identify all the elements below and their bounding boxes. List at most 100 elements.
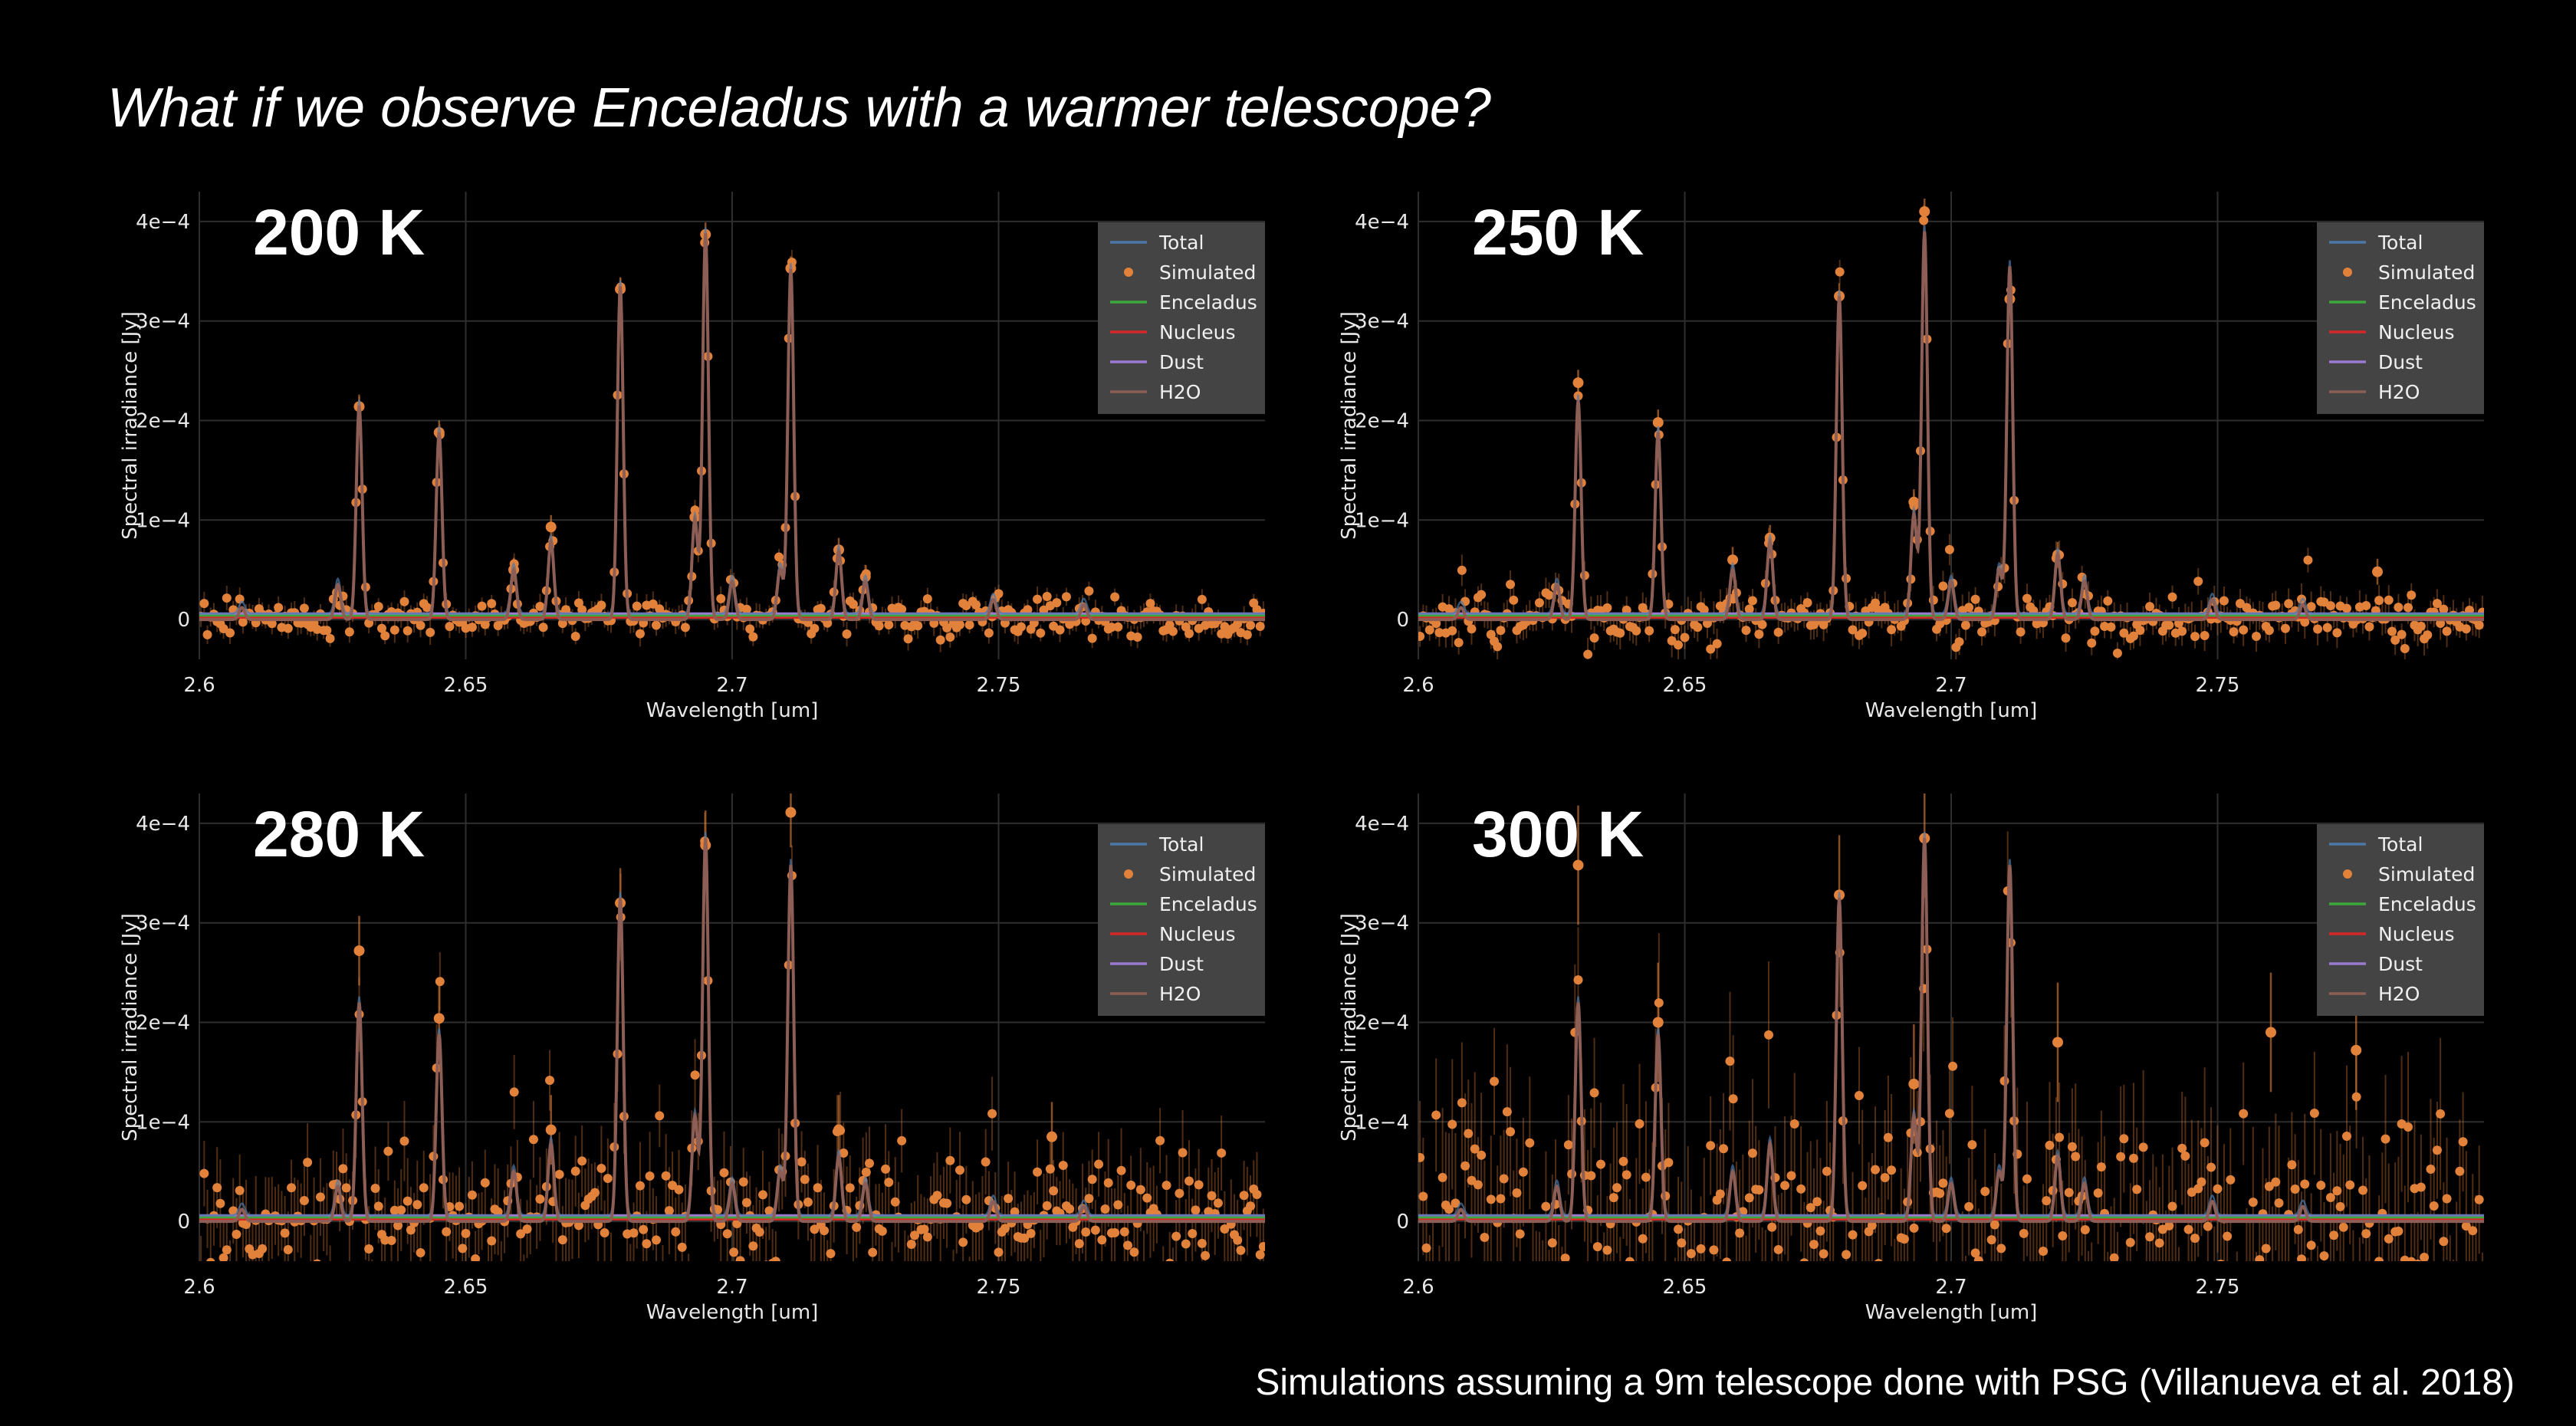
simulated-point (2348, 1290, 2358, 1300)
simulated-point (2303, 1320, 2312, 1329)
simulated-point (2167, 592, 2177, 602)
simulated-point (353, 945, 365, 957)
simulated-point (2293, 1224, 2303, 1234)
simulated-point (961, 601, 971, 611)
simulated-point (535, 601, 545, 611)
simulated-point (1938, 581, 1948, 591)
simulated-point (2374, 1257, 2384, 1261)
simulated-point (283, 1245, 293, 1255)
simulated-point (315, 1192, 325, 1202)
simulated-point (1674, 1224, 1684, 1234)
simulated-point (987, 1109, 997, 1119)
simulated-point (1796, 1184, 1806, 1194)
x-tick-label: 2.75 (977, 1276, 1021, 1299)
simulated-point (2325, 601, 2335, 611)
simulated-point (2404, 603, 2413, 613)
simulated-point (1061, 592, 1071, 602)
simulated-point (2274, 1198, 2284, 1208)
simulated-point (1541, 1201, 1551, 1211)
simulated-point (325, 633, 335, 643)
simulated-point (2096, 1162, 2106, 1172)
simulated-point (1941, 1224, 1951, 1234)
simulated-point (1967, 1140, 1977, 1150)
simulated-point (2239, 1109, 2249, 1119)
simulated-point (913, 621, 923, 631)
temperature-label: 250 K (1472, 196, 1644, 268)
simulated-point (1990, 1220, 1999, 1230)
x-tick-label: 2.65 (444, 1276, 488, 1299)
simulated-point (1612, 1183, 1622, 1193)
simulated-point (942, 623, 952, 632)
simulated-point (845, 1183, 855, 1193)
simulated-point (1944, 1109, 1954, 1119)
simulated-point (1615, 628, 1625, 638)
simulated-point (1074, 1239, 1084, 1249)
y-tick-label: 2e−4 (136, 1012, 190, 1035)
simulated-point (2058, 1230, 2068, 1240)
simulated-point (1084, 586, 1094, 596)
simulated-point (2407, 590, 2417, 600)
legend-label-enceladus: Enceladus (2378, 893, 2476, 915)
simulated-point (1970, 594, 1980, 604)
simulated-point (600, 1228, 610, 1238)
simulated-point (2458, 1137, 2468, 1147)
simulated-point (2355, 1302, 2364, 1311)
simulated-point (455, 1201, 465, 1211)
simulated-point (2128, 1153, 2138, 1163)
plot-area (199, 222, 1265, 652)
simulated-point (2109, 1253, 2119, 1261)
simulated-point (1747, 596, 1757, 606)
simulated-point (1460, 1161, 1470, 1171)
x-axis-title: Wavelength [um] (1865, 699, 2038, 722)
simulated-point (735, 1256, 745, 1261)
simulated-point (2177, 1143, 2187, 1153)
h2o-series-line (199, 838, 1265, 1224)
simulated-point (471, 1254, 481, 1261)
simulated-point (497, 1272, 506, 1281)
simulated-point (306, 1267, 315, 1276)
simulated-point (573, 1221, 583, 1230)
simulated-point (2297, 1254, 2307, 1261)
simulated-point (2416, 1182, 2426, 1192)
simulated-point (1706, 1141, 1716, 1151)
simulated-point (2062, 1285, 2071, 1294)
simulated-point (433, 1013, 445, 1024)
simulated-point (2384, 1234, 2394, 1244)
simulated-point (1484, 1263, 1493, 1272)
chart-panel-300k: 2.6 2.65 2.7 2.75 0 1e−4 2e−4 3e−4 4e−4 Wavelengt… (1338, 794, 2484, 1333)
simulated-point (945, 1155, 955, 1165)
temperature-label: 200 K (253, 196, 425, 268)
simulated-point (919, 1224, 929, 1234)
simulated-point (2423, 1276, 2432, 1285)
simulated-point (2449, 1308, 2458, 1317)
simulated-point (2335, 1201, 2345, 1211)
simulated-point (2397, 629, 2407, 639)
simulated-point (935, 635, 945, 645)
simulated-point (1735, 1228, 1745, 1238)
simulated-point (2461, 1221, 2471, 1231)
simulated-point (1935, 1188, 1945, 1198)
legend-label-total: Total (1158, 833, 1204, 856)
plot-area (1418, 199, 2484, 659)
simulated-point (2203, 1221, 2213, 1231)
simulated-point (2394, 603, 2404, 613)
simulated-point (2161, 1269, 2170, 1278)
legend-label-dust: Dust (2378, 953, 2423, 975)
simulated-point (729, 1247, 739, 1257)
simulated-point (364, 1244, 374, 1254)
simulated-point (2303, 555, 2313, 565)
simulated-point (1045, 1164, 1055, 1174)
simulated-point (2016, 1324, 2026, 1333)
x-tick-label: 2.7 (1935, 1276, 1967, 1299)
simulated-point (1783, 1280, 1792, 1290)
simulated-point (2039, 1247, 2049, 1257)
simulated-point (1197, 1238, 1207, 1248)
simulated-point (2123, 1294, 2132, 1303)
temperature-label: 300 K (1472, 798, 1644, 870)
simulated-point (1654, 998, 1664, 1008)
simulated-point (2183, 1224, 2193, 1234)
simulated-point (2206, 1162, 2216, 1172)
simulated-point (1168, 626, 1178, 636)
simulated-point (2103, 1300, 2112, 1309)
y-tick-label: 2e−4 (1355, 1012, 1409, 1035)
